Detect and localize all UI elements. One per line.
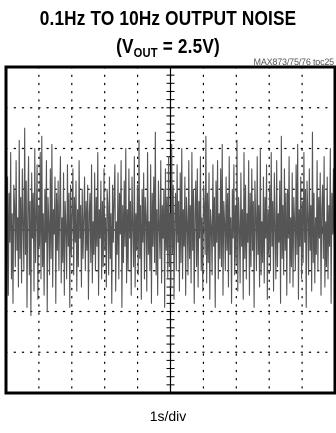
x-axis-label: 1s/div	[149, 408, 187, 424]
plot-frame	[4, 65, 336, 395]
chart-title-line2: (VOUT = 2.5V)	[24, 36, 313, 60]
title-v-symbol: (V	[116, 36, 134, 58]
noise-trace	[5, 127, 336, 317]
chart-title-line1: 0.1Hz TO 10Hz OUTPUT NOISE	[39, 8, 297, 30]
title-voltage-value: = 2.5V)	[157, 36, 220, 58]
title-out-subscript: OUT	[133, 45, 158, 60]
oscilloscope-plot	[4, 65, 336, 395]
figure-reference: MAX873/75/76 toc25	[253, 57, 335, 67]
